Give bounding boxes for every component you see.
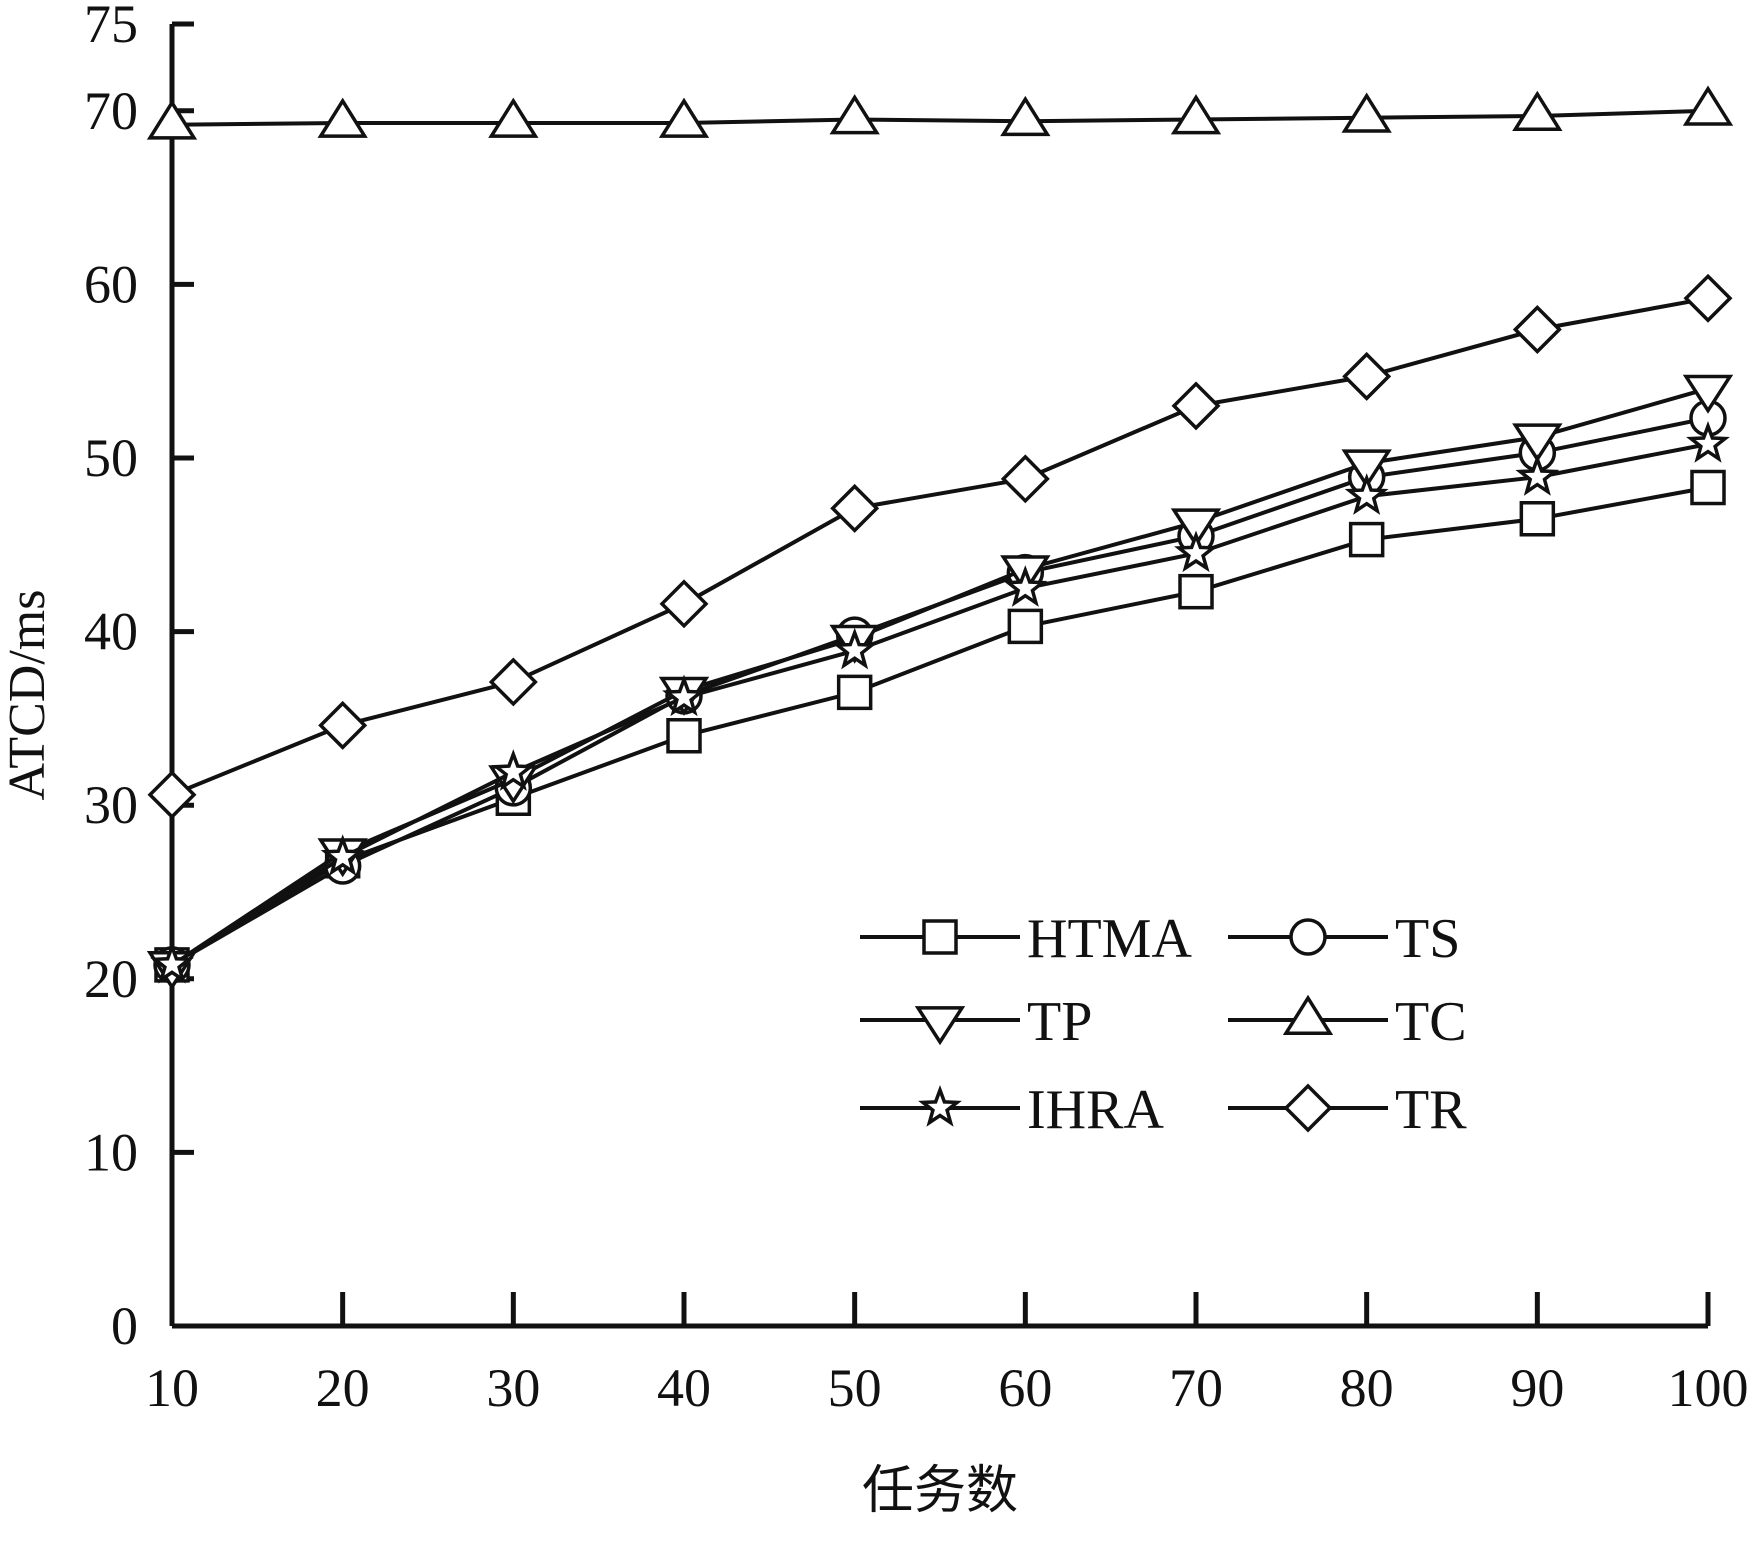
data-point-htma [836, 674, 873, 711]
data-point-ihra [832, 627, 877, 670]
data-point-ihra [1686, 421, 1730, 463]
legend-item-ts: TS [1228, 908, 1460, 970]
data-point-tr [488, 657, 538, 707]
legend-label-tp: TP [1027, 991, 1092, 1053]
series-ihra [150, 421, 1730, 984]
y-tick-label: 10 [84, 1122, 138, 1182]
legend-item-tc: TC [1228, 991, 1467, 1053]
x-tick-label: 50 [828, 1358, 882, 1418]
legend: HTMA TS TP TC IHRA TR [860, 908, 1467, 1141]
data-point-ihra [1003, 565, 1048, 607]
y-tick-label: 75 [84, 0, 138, 54]
legend-item-ihra: IHRA [860, 1079, 1164, 1141]
series-line-htma [170, 485, 1709, 967]
data-point-ihra [491, 749, 536, 791]
data-point-tp [1512, 423, 1563, 463]
legend-marker-ts [1289, 918, 1327, 956]
series-line-ts [170, 416, 1709, 967]
data-point-tr [318, 700, 368, 750]
x-tick-label: 60 [998, 1358, 1052, 1418]
legend-label-htma: HTMA [1027, 908, 1192, 970]
data-point-tr [1683, 273, 1733, 323]
data-point-tr [1171, 381, 1221, 431]
data-point-tr [1000, 454, 1050, 504]
y-tick-label: 60 [84, 254, 138, 314]
series-tc [146, 85, 1734, 140]
y-tick-label: 30 [84, 775, 138, 835]
legend-marker-tp [914, 1006, 966, 1046]
data-point-ihra [1515, 454, 1560, 496]
data-point-tc [1170, 94, 1222, 135]
data-point-tr [1342, 351, 1392, 401]
x-tick-label: 70 [1169, 1358, 1223, 1418]
x-ticks: 10 20 30 40 50 60 70 80 90 100 [145, 1292, 1749, 1418]
legend-label-ts: TS [1395, 908, 1460, 970]
x-tick-label: 80 [1340, 1358, 1394, 1418]
data-point-tr [1512, 305, 1562, 355]
data-point-tc [146, 99, 198, 140]
data-point-htma [1007, 608, 1044, 645]
data-point-htma [1348, 521, 1385, 558]
legend-marker-tc [1282, 994, 1334, 1035]
data-point-tc [1682, 85, 1734, 126]
legend-item-htma: HTMA [860, 908, 1192, 970]
data-point-htma [1519, 501, 1556, 537]
series-line-tr [171, 296, 1709, 797]
data-point-ihra [150, 941, 194, 984]
legend-label-tc: TC [1395, 991, 1467, 1053]
series-line-tp [170, 386, 1709, 967]
data-point-tc [658, 97, 710, 138]
x-tick-label: 40 [657, 1358, 711, 1418]
y-tick-label: 50 [84, 428, 138, 488]
plot-series [146, 85, 1734, 991]
legend-label-ihra: IHRA [1027, 1079, 1164, 1141]
data-point-htma [666, 718, 702, 754]
x-tick-label: 100 [1668, 1358, 1749, 1418]
legend-marker-tr [1283, 1083, 1333, 1133]
axes [169, 24, 1708, 1329]
data-point-tr [659, 579, 709, 629]
legend-item-tr: TR [1228, 1079, 1467, 1141]
series-ts [153, 399, 1727, 984]
data-point-ihra [662, 674, 706, 717]
y-tick-label: 40 [84, 602, 138, 662]
data-point-tc [317, 97, 368, 138]
y-tick-label: 20 [84, 949, 138, 1009]
series-line-ihra [170, 442, 1709, 967]
y-axis-title: ATCD/ms [0, 590, 56, 801]
x-tick-label: 10 [145, 1358, 199, 1418]
series-tp [146, 374, 1734, 991]
data-point-htma [1690, 469, 1726, 506]
data-point-tr [830, 483, 880, 533]
series-tr [147, 273, 1733, 820]
x-tick-label: 30 [486, 1358, 540, 1418]
data-point-tc [1512, 90, 1563, 131]
data-point-htma [1178, 573, 1214, 610]
data-point-ihra [320, 834, 365, 876]
data-point-tr [147, 770, 197, 820]
y-tick-label: 70 [84, 81, 138, 141]
data-point-tp [1341, 449, 1392, 489]
data-point-tc [1000, 95, 1051, 137]
data-point-tp [1170, 508, 1222, 548]
y-ticks: 0 10 20 30 40 50 60 70 75 [84, 0, 194, 1356]
data-point-tc [829, 94, 880, 135]
data-point-ihra [1174, 530, 1218, 573]
legend-marker-htma [922, 919, 958, 955]
data-point-tc [488, 97, 539, 138]
legend-item-tp: TP [860, 991, 1092, 1053]
data-point-tc [1341, 92, 1392, 133]
x-tick-label: 20 [316, 1358, 370, 1418]
series-htma [154, 469, 1726, 983]
x-tick-label: 90 [1510, 1358, 1564, 1418]
data-point-ihra [1344, 473, 1389, 515]
legend-marker-ihra [918, 1084, 962, 1127]
series-line-tc [171, 108, 1709, 127]
legend-label-tr: TR [1395, 1079, 1467, 1141]
y-tick-label: 0 [111, 1296, 138, 1356]
x-axis-title: 任务数 [862, 1463, 1018, 1520]
data-point-tp [1682, 374, 1734, 414]
